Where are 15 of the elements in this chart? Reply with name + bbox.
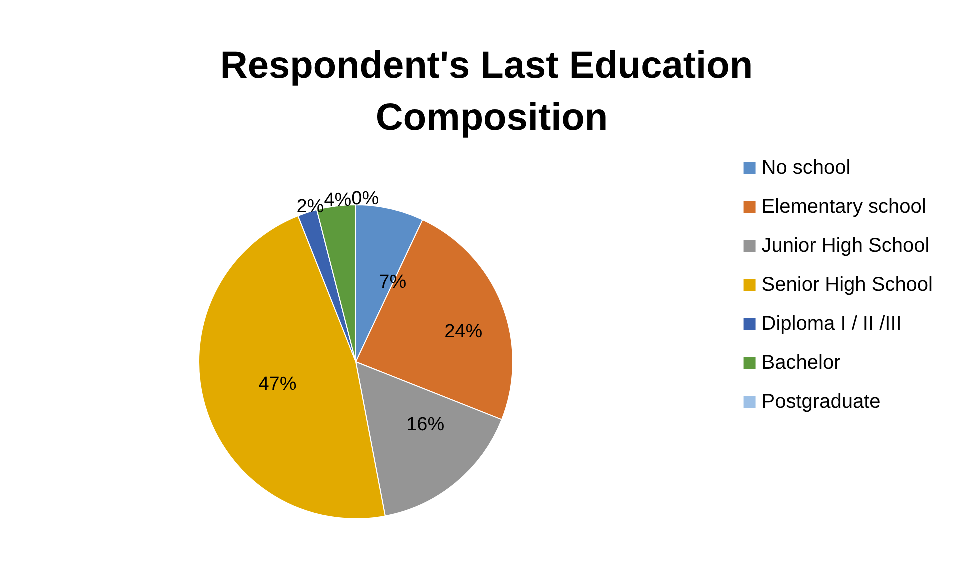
legend-label: Senior High School: [762, 274, 934, 296]
legend-label: No school: [762, 157, 851, 179]
chart-title: Respondent's Last Education Composition: [220, 45, 764, 139]
legend-label: Diploma I / II /III: [762, 313, 902, 335]
legend-label: Elementary school: [762, 196, 926, 218]
legend-label: Bachelor: [762, 352, 842, 374]
legend-label: Junior High School: [762, 235, 930, 257]
text: 0%: [352, 188, 380, 210]
data-label: 2%: [296, 196, 324, 218]
data-label: 7%: [379, 272, 407, 293]
data-label: 4%: [324, 190, 352, 211]
data-label: 47%: [258, 374, 297, 396]
legend-label: Postgraduate: [762, 391, 881, 413]
data-label: 16%: [406, 414, 445, 436]
data-label: 24%: [444, 322, 483, 342]
